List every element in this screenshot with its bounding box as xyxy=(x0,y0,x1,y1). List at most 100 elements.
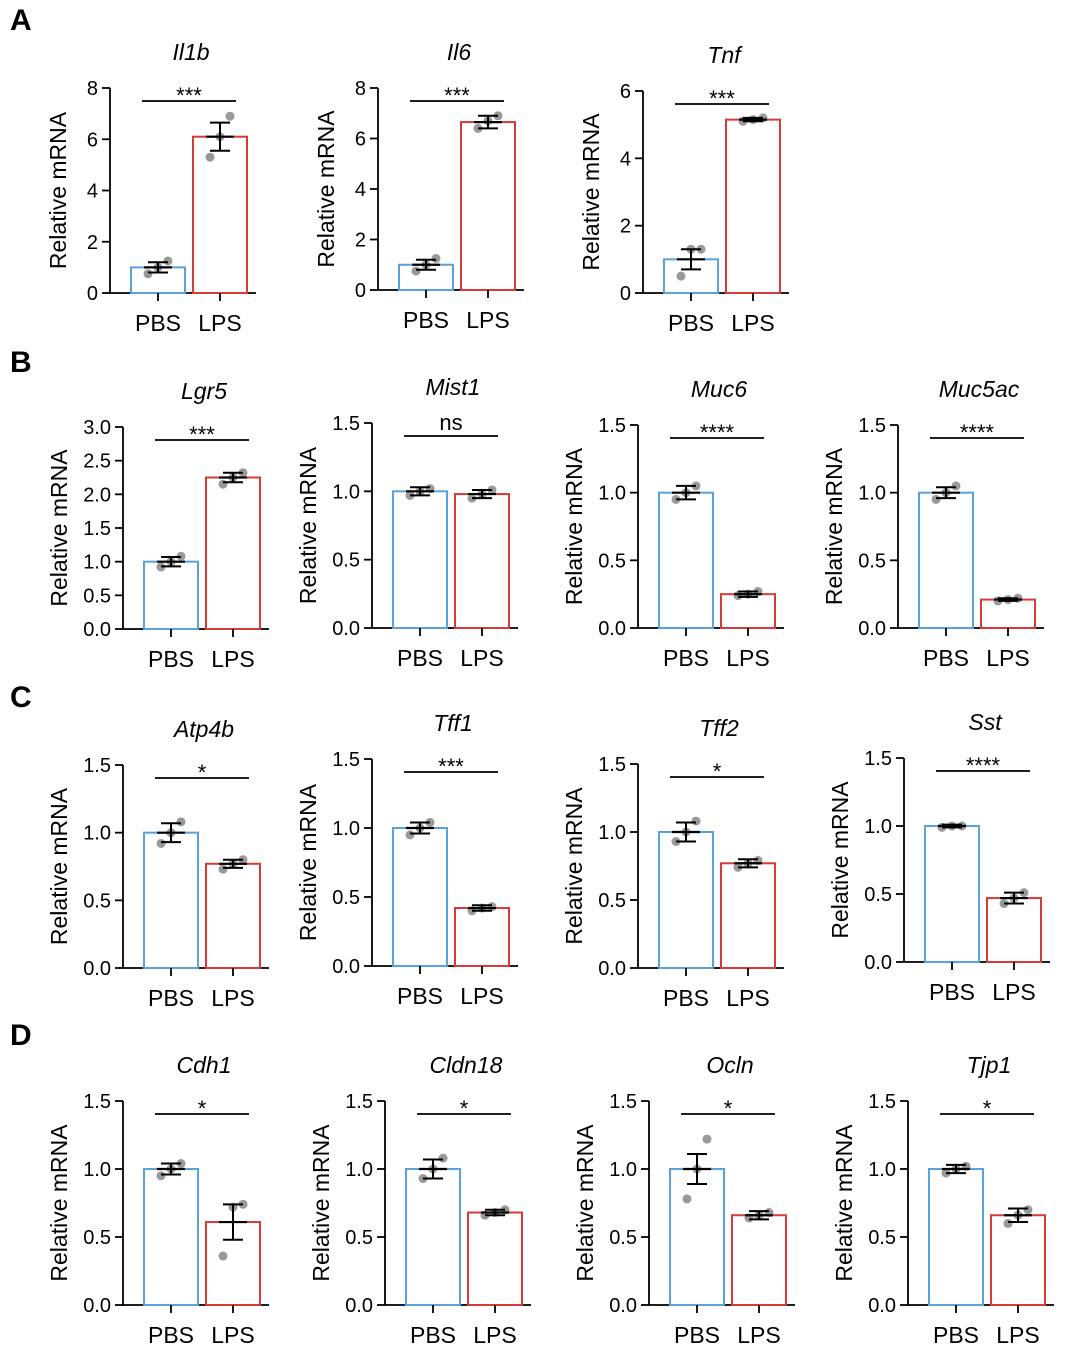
chart-title: Il6 xyxy=(447,39,472,65)
x-tick-label: PBS xyxy=(923,645,969,671)
y-tick-label: 1.5 xyxy=(83,755,111,777)
chart-tff1: 0.0 0.5 1.0 1.5 Relative mRNA Tff1 PBS LPS *** xyxy=(295,710,518,1009)
data-point xyxy=(1003,1218,1013,1228)
data-point xyxy=(438,1153,448,1163)
y-tick-label: 0.5 xyxy=(858,550,886,572)
chart-title: Cldn18 xyxy=(430,1052,503,1078)
y-axis-label: Relative mRNA xyxy=(46,449,72,607)
chart-title: Ocln xyxy=(706,1052,753,1078)
x-tick-label: PBS xyxy=(403,307,449,333)
significance-label: **** xyxy=(966,753,1001,778)
bar-pbs xyxy=(669,1168,725,1306)
y-axis-label: Relative mRNA xyxy=(561,447,587,605)
y-tick-label: 2 xyxy=(620,216,631,238)
y-tick-label: 2.0 xyxy=(83,484,111,506)
panel-letter-a: A xyxy=(10,4,32,37)
y-tick-label: 1.0 xyxy=(598,483,626,505)
bar-pbs xyxy=(658,831,714,969)
chart-cdh1: 0.0 0.5 1.0 1.5 Relative mRNA Cdh1 PBS LPS * xyxy=(46,1052,269,1348)
bar-pbs xyxy=(924,825,980,963)
data-point xyxy=(691,816,701,826)
chart-sst: 0.0 0.5 1.0 1.5 Relative mRNA Sst PBS LPS **** xyxy=(827,709,1050,1005)
bar-pbs xyxy=(405,1168,461,1306)
y-tick-label: 1.5 xyxy=(332,749,360,771)
x-tick-label: PBS xyxy=(663,985,709,1011)
panel-letter-c: C xyxy=(10,681,32,714)
chart-tnf: 0 2 4 6 Relative mRNA Tnf PBS LPS *** xyxy=(578,42,789,336)
x-tick-label: PBS xyxy=(668,310,714,336)
significance-label: * xyxy=(713,759,722,784)
x-tick-label: PBS xyxy=(135,310,181,336)
chart-title: Cdh1 xyxy=(177,1052,232,1078)
chart-muc6: 0.0 0.5 1.0 1.5 Relative mRNA Muc6 PBS LPS **** xyxy=(561,376,784,671)
y-axis-label: Relative mRNA xyxy=(46,1124,72,1282)
y-tick-label: 1.0 xyxy=(345,1159,373,1181)
y-tick-label: 1.5 xyxy=(83,1091,111,1113)
y-tick-label: 1.0 xyxy=(868,1159,896,1181)
y-tick-label: 0 xyxy=(355,280,366,302)
y-tick-label: 0.0 xyxy=(345,1295,373,1317)
bar-pbs xyxy=(658,491,714,629)
bar-lps xyxy=(454,493,510,630)
x-tick-label: LPS xyxy=(473,1322,516,1348)
bar-pbs xyxy=(392,827,448,967)
x-tick-label: PBS xyxy=(397,983,443,1009)
chart-mist1: 0.0 0.5 1.0 1.5 Relative mRNA Mist1 PBS LPS ns xyxy=(295,374,518,671)
y-tick-label: 0 xyxy=(620,283,631,305)
y-axis-label: Relative mRNA xyxy=(295,446,321,604)
chart-title: Tnf xyxy=(707,42,743,68)
x-tick-label: PBS xyxy=(410,1322,456,1348)
y-tick-label: 6 xyxy=(87,129,98,151)
bar-pbs xyxy=(143,1168,199,1306)
bar-lps xyxy=(731,1214,787,1306)
x-tick-label: LPS xyxy=(198,310,241,336)
data-point xyxy=(156,1171,166,1181)
y-axis-label: Relative mRNA xyxy=(572,1124,598,1282)
bar-lps xyxy=(205,862,261,969)
x-tick-label: LPS xyxy=(460,983,503,1009)
significance-label: *** xyxy=(444,83,470,108)
significance-label: * xyxy=(460,1096,469,1121)
x-tick-label: LPS xyxy=(737,1322,780,1348)
y-tick-label: 1.0 xyxy=(83,552,111,574)
x-tick-label: LPS xyxy=(211,985,254,1011)
y-tick-label: 0.5 xyxy=(609,1227,637,1249)
chart-il6: 0 2 4 6 8 Relative mRNA Il6 PBS LPS *** xyxy=(313,39,524,333)
chart-cldn18: 0.0 0.5 1.0 1.5 Relative mRNA Cldn18 PBS LPS * xyxy=(308,1052,531,1348)
chart-ocln: 0.0 0.5 1.0 1.5 Relative mRNA Ocln PBS LPS * xyxy=(572,1052,795,1348)
y-tick-label: 0.5 xyxy=(83,890,111,912)
significance-label: ns xyxy=(439,410,462,435)
x-tick-label: LPS xyxy=(466,307,509,333)
x-tick-label: PBS xyxy=(933,1322,979,1348)
chart-title: Tjp1 xyxy=(967,1052,1012,1078)
chart-tjp1: 0.0 0.5 1.0 1.5 Relative mRNA Tjp1 PBS LPS * xyxy=(831,1052,1054,1348)
data-point xyxy=(218,479,228,489)
y-tick-label: 0.5 xyxy=(598,890,626,912)
bar-pbs xyxy=(392,490,448,630)
data-point xyxy=(156,838,166,848)
significance-label: **** xyxy=(960,420,995,445)
y-tick-label: 0.0 xyxy=(332,618,360,640)
y-tick-label: 0.0 xyxy=(332,956,360,978)
x-tick-label: PBS xyxy=(148,646,194,672)
y-tick-label: 0.5 xyxy=(332,887,360,909)
bar-lps xyxy=(467,1211,523,1307)
x-tick-label: PBS xyxy=(148,1322,194,1348)
y-tick-label: 2 xyxy=(87,232,98,254)
y-tick-label: 1.5 xyxy=(598,415,626,437)
bar-lps xyxy=(454,907,510,967)
y-tick-label: 0.5 xyxy=(83,585,111,607)
y-tick-label: 0.0 xyxy=(609,1295,637,1317)
y-axis-label: Relative mRNA xyxy=(831,1124,857,1282)
bar-lps xyxy=(720,593,776,630)
bar-pbs xyxy=(143,560,199,631)
y-tick-label: 0.0 xyxy=(83,619,111,641)
y-tick-label: 0.5 xyxy=(868,1227,896,1249)
y-axis-label: Relative mRNA xyxy=(821,447,847,605)
y-tick-label: 0.0 xyxy=(83,1295,111,1317)
data-point xyxy=(411,266,421,276)
y-tick-label: 1.0 xyxy=(83,823,111,845)
x-tick-label: PBS xyxy=(148,985,194,1011)
bar-lps xyxy=(192,135,248,294)
y-tick-label: 1.0 xyxy=(332,818,360,840)
